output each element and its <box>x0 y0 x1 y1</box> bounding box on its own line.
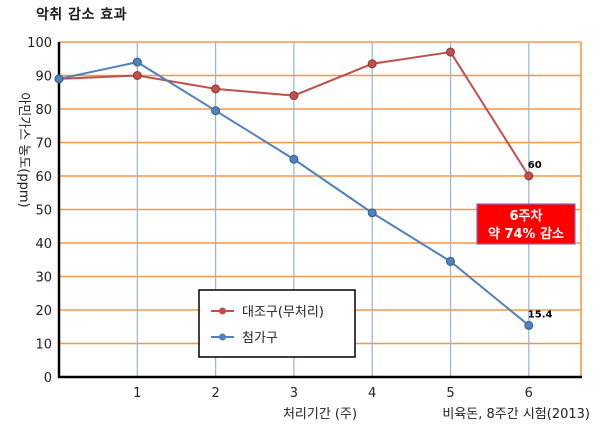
legend-marker <box>219 307 226 315</box>
data-point <box>446 256 455 266</box>
chart-title: 악취 감소 효과 <box>36 7 128 23</box>
legend-label: 첨가구 <box>242 331 278 346</box>
data-point <box>524 320 534 330</box>
y-tick-label: 30 <box>35 271 52 286</box>
y-tick-label: 90 <box>35 70 52 85</box>
y-tick-label: 80 <box>35 103 52 118</box>
y-tick-label: 100 <box>27 36 52 51</box>
annotation-box <box>476 203 576 245</box>
data-point <box>289 154 299 164</box>
y-tick-label: 50 <box>35 204 52 219</box>
legend <box>198 289 356 358</box>
data-point <box>132 71 142 80</box>
data-point <box>524 171 534 181</box>
y-tick-label: 60 <box>35 170 52 185</box>
x-tick-label: 6 <box>525 386 533 401</box>
data-point <box>367 208 377 218</box>
legend-label: 대조구(무처리) <box>242 305 324 320</box>
data-label: 15.4 <box>528 309 553 320</box>
data-point <box>132 57 142 67</box>
annotation-line-1: 6주차 <box>510 208 543 224</box>
data-point <box>289 91 299 101</box>
x-tick-label: 4 <box>368 386 376 401</box>
x-tick-label: 5 <box>446 386 454 401</box>
data-point <box>367 59 377 69</box>
data-point <box>211 84 221 94</box>
x-tick-label: 1 <box>133 386 141 401</box>
data-point <box>446 47 455 57</box>
source-note: 비육돈, 8주간 시험(2013) <box>442 407 590 422</box>
y-axis-label: 아민가스 농도(ppm) <box>16 92 31 207</box>
legend-marker <box>219 333 226 341</box>
annotation-line-2: 약 74% 감소 <box>488 226 564 242</box>
y-tick-label: 70 <box>35 137 52 152</box>
y-tick-label: 40 <box>35 237 52 252</box>
data-label: 60 <box>528 160 542 171</box>
x-axis-label: 처리기간 (주) <box>283 407 357 422</box>
x-tick-label: 2 <box>211 386 219 401</box>
y-tick-label: 10 <box>35 338 52 353</box>
y-tick-label: 0 <box>44 371 52 386</box>
x-tick-label: 3 <box>290 386 298 401</box>
y-tick-label: 20 <box>35 304 52 319</box>
data-point <box>211 106 221 116</box>
data-point <box>54 74 64 84</box>
